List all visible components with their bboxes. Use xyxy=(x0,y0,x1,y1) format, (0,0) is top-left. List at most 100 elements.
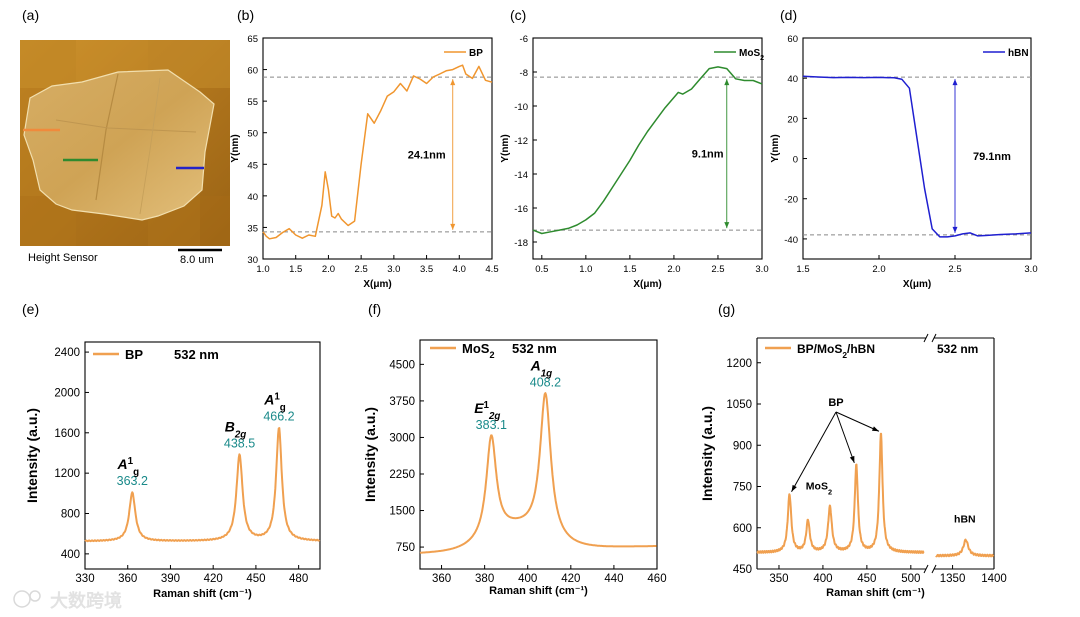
x-tick-label: 1.0 xyxy=(256,264,269,275)
y-axis-label: Y(nm) xyxy=(500,134,511,162)
peak-mode-label: B2g xyxy=(225,419,247,441)
x-tick-label: 400 xyxy=(518,573,537,585)
panel-label-g: (g) xyxy=(718,301,735,317)
y-tick-label: -16 xyxy=(514,204,528,215)
x-tick-label: 450 xyxy=(246,573,265,585)
y-tick-label: 40 xyxy=(787,74,798,85)
panel-label-b: (b) xyxy=(237,7,254,23)
panel-label-a: (a) xyxy=(22,7,39,23)
x-tick-label: 1.5 xyxy=(796,264,809,275)
peak-mode-label: E12g xyxy=(474,400,500,422)
peak-value: 383.1 xyxy=(476,418,507,432)
y-axis-label: Intensity (a.u.) xyxy=(362,407,378,502)
annotation-bp: BP xyxy=(828,397,843,409)
afm-image xyxy=(20,40,230,246)
axis-break-icon xyxy=(931,333,937,343)
x-tick-label: 360 xyxy=(432,573,451,585)
x-tick-label: 420 xyxy=(204,573,223,585)
x-tick-label: 2.0 xyxy=(667,264,680,275)
panel-label-f: (f) xyxy=(368,301,381,317)
x-tick-label: 360 xyxy=(118,573,137,585)
height-annotation: 24.1nm xyxy=(408,149,446,161)
raman-chart-f: 360 380 400 420 440 460 750 1500 2250 3000 3750 450… xyxy=(362,339,667,597)
y-tick-label: 2400 xyxy=(54,347,80,359)
watermark-text: 大数跨境 xyxy=(50,590,122,611)
x-axis-label: Raman shift (cm⁻¹) xyxy=(489,585,588,597)
x-tick-label: 2.5 xyxy=(711,264,724,275)
height-profile-chart-d: 1.5 2.0 2.5 3.0 -40 -20 0 20 40 60 X(μm) Y(nm) 79.1n… xyxy=(770,34,1038,290)
y-tick-label: -14 xyxy=(514,170,528,181)
y-tick-label: 3750 xyxy=(389,396,415,408)
raman-spectrum xyxy=(419,392,657,554)
legend-label: BP/MoS2/hBN xyxy=(797,342,875,360)
plot-frame xyxy=(262,37,493,260)
annotation-arrow xyxy=(791,411,837,492)
y-tick-label: 750 xyxy=(396,542,415,554)
panel-label-d: (d) xyxy=(780,7,797,23)
y-axis-label: Intensity (a.u.) xyxy=(24,408,40,503)
axis-break-icon xyxy=(931,564,937,574)
height-profile-chart-b: 1.0 1.5 2.0 2.5 3.0 3.5 4.0 4.5 30 35 40 45 50 55 60 65… xyxy=(230,34,499,290)
peak-mode-label: A1g xyxy=(530,357,553,379)
x-tick-label: 450 xyxy=(857,573,876,585)
annotation-hbn: hBN xyxy=(954,513,976,525)
y-tick-label: 50 xyxy=(247,129,258,140)
x-tick-label: 440 xyxy=(604,573,623,585)
y-axis-label: Y(nm) xyxy=(230,134,241,162)
y-tick-label: -18 xyxy=(514,238,528,249)
x-axis-label: X(μm) xyxy=(633,279,661,290)
y-tick-label: -20 xyxy=(784,195,798,206)
y-tick-label: -8 xyxy=(520,68,528,79)
annotation-mos2: MoS2 xyxy=(806,480,832,496)
x-tick-label: 1400 xyxy=(981,573,1007,585)
x-tick-label: 3.0 xyxy=(1024,264,1037,275)
arrowhead-icon xyxy=(952,226,958,233)
legend-label: BP xyxy=(125,347,143,362)
legend-label: MoS2 xyxy=(739,48,764,62)
annotation-arrow xyxy=(835,411,880,432)
x-axis-label: X(μm) xyxy=(903,279,931,290)
x-axis-label: Raman shift (cm⁻¹) xyxy=(826,587,925,599)
height-annotation: 79.1nm xyxy=(973,151,1011,163)
series-line xyxy=(262,64,493,240)
watermark: 大数跨境 xyxy=(13,590,122,611)
height-annotation: 9.1nm xyxy=(692,149,724,161)
legend-label: BP xyxy=(469,48,483,59)
peak-value: 363.2 xyxy=(117,474,148,488)
raman-chart-g: 350 400 450 500 1350 1400 450 600 750 900 1050 1200… xyxy=(699,333,1007,599)
peak-value: 438.5 xyxy=(224,437,255,451)
x-tick-label: 3.0 xyxy=(755,264,768,275)
raman-spectrum xyxy=(935,538,995,558)
y-tick-label: 65 xyxy=(247,34,258,45)
x-tick-label: 500 xyxy=(901,573,920,585)
x-tick-label: 4.0 xyxy=(453,264,466,275)
watermark-logo-icon xyxy=(29,590,41,602)
y-tick-label: 450 xyxy=(733,564,752,576)
x-tick-label: 0.5 xyxy=(535,264,548,275)
y-tick-label: 30 xyxy=(247,255,258,266)
x-axis-label: X(μm) xyxy=(363,279,391,290)
y-tick-label: 2250 xyxy=(389,469,415,481)
y-tick-label: -40 xyxy=(784,235,798,246)
legend-wavelength: 532 nm xyxy=(512,341,557,356)
panel-label-e: (e) xyxy=(22,301,39,317)
x-tick-label: 2.0 xyxy=(872,264,885,275)
y-tick-label: 900 xyxy=(733,440,752,452)
afm-flake-fold xyxy=(139,77,161,215)
panel-label-c: (c) xyxy=(510,7,526,23)
plot-frame xyxy=(419,339,658,570)
peak-value: 408.2 xyxy=(530,375,561,389)
y-tick-label: 3000 xyxy=(389,432,415,444)
height-profile-chart-c: 0.5 1.0 1.5 2.0 2.5 3.0 -18 -16 -14 -12 -10 -8 -6 X(μ… xyxy=(500,34,769,290)
afm-flake xyxy=(23,69,215,221)
x-tick-label: 3.5 xyxy=(420,264,433,275)
x-tick-label: 4.5 xyxy=(485,264,498,275)
y-tick-label: 2000 xyxy=(54,387,80,399)
legend-wavelength: 532 nm xyxy=(174,347,219,362)
y-tick-label: 1200 xyxy=(726,358,752,370)
y-tick-label: -6 xyxy=(520,34,528,45)
x-tick-label: 1.0 xyxy=(579,264,592,275)
raman-chart-e: 330 360 390 420 450 480 400 800 1200 1600 2000 2400… xyxy=(24,341,321,600)
x-tick-label: 330 xyxy=(75,573,94,585)
